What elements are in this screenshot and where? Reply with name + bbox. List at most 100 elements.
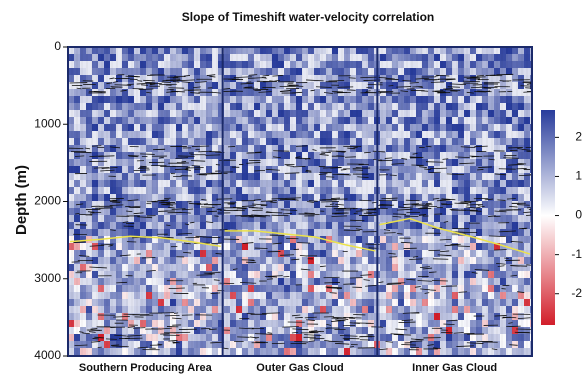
texture-cell xyxy=(488,61,494,68)
texture-cell xyxy=(404,292,410,299)
texture-cell xyxy=(230,215,236,222)
texture-cell xyxy=(386,292,392,299)
reflector xyxy=(335,203,344,206)
reflector xyxy=(253,198,262,201)
texture-cell xyxy=(506,103,512,110)
texture-cell xyxy=(428,75,434,82)
texture-cell xyxy=(170,348,176,355)
texture-cell xyxy=(302,341,308,348)
texture-cell xyxy=(158,306,164,313)
texture-cell xyxy=(236,299,242,306)
texture-cell xyxy=(128,320,134,327)
texture-cell xyxy=(338,47,344,54)
texture-cell xyxy=(146,313,152,320)
texture-cell xyxy=(140,271,146,278)
texture-cell xyxy=(224,180,230,187)
reflector xyxy=(470,86,484,89)
texture-cell xyxy=(224,229,230,236)
texture-cell xyxy=(446,208,452,215)
texture-cell xyxy=(260,124,266,131)
texture-cell xyxy=(182,54,188,61)
texture-cell xyxy=(524,138,530,145)
texture-cell xyxy=(194,341,200,348)
texture-cell xyxy=(338,215,344,222)
texture-cell xyxy=(458,341,464,348)
texture-cell xyxy=(158,180,164,187)
texture-cell xyxy=(146,173,152,180)
texture-cell xyxy=(206,348,212,355)
texture-cell xyxy=(368,68,374,75)
texture-cell xyxy=(518,278,524,285)
texture-cell xyxy=(332,138,338,145)
texture-cell xyxy=(320,250,326,257)
reflector xyxy=(255,341,268,343)
texture-cell xyxy=(146,271,152,278)
reflector xyxy=(419,166,427,168)
texture-cell xyxy=(518,54,524,61)
texture-cell xyxy=(344,54,350,61)
reflector xyxy=(127,199,139,202)
texture-cell xyxy=(524,264,530,271)
texture-cell xyxy=(500,250,506,257)
texture-cell xyxy=(338,299,344,306)
texture-cell xyxy=(152,96,158,103)
texture-cell xyxy=(116,243,122,250)
reflector xyxy=(442,158,449,160)
texture-cell xyxy=(350,54,356,61)
texture-cell xyxy=(218,194,224,201)
texture-cell xyxy=(284,152,290,159)
texture-cell xyxy=(86,131,92,138)
texture-cell xyxy=(98,145,104,152)
texture-cell xyxy=(422,54,428,61)
texture-cell xyxy=(362,348,368,355)
texture-cell xyxy=(146,243,152,250)
texture-cell xyxy=(380,292,386,299)
texture-cell xyxy=(80,194,86,201)
texture-cell xyxy=(434,229,440,236)
texture-cell xyxy=(416,187,422,194)
texture-cell xyxy=(254,250,260,257)
texture-cell xyxy=(242,229,248,236)
reflector xyxy=(210,292,221,295)
reflector xyxy=(265,168,280,171)
texture-cell xyxy=(158,250,164,257)
texture-cell xyxy=(74,215,80,222)
texture-cell xyxy=(248,47,254,54)
reflector xyxy=(400,90,409,93)
texture-cell xyxy=(284,278,290,285)
texture-cell xyxy=(422,61,428,68)
texture-cell xyxy=(224,299,230,306)
texture-cell xyxy=(524,208,530,215)
texture-cell xyxy=(116,117,122,124)
texture-cell xyxy=(326,152,332,159)
reflector xyxy=(409,82,419,84)
texture-cell xyxy=(224,194,230,201)
texture-cell xyxy=(248,138,254,145)
texture-cell xyxy=(74,222,80,229)
texture-cell xyxy=(302,278,308,285)
texture-cell xyxy=(320,103,326,110)
texture-cell xyxy=(182,215,188,222)
texture-cell xyxy=(86,271,92,278)
texture-cell xyxy=(110,166,116,173)
texture-cell xyxy=(284,341,290,348)
texture-cell xyxy=(410,117,416,124)
texture-cell xyxy=(272,292,278,299)
texture-cell xyxy=(368,138,374,145)
reflector xyxy=(494,249,507,251)
texture-cell xyxy=(164,82,170,89)
texture-cell xyxy=(164,348,170,355)
texture-cell xyxy=(362,194,368,201)
texture-cell xyxy=(434,110,440,117)
texture-cell xyxy=(236,96,242,103)
texture-cell xyxy=(476,264,482,271)
texture-cell xyxy=(398,271,404,278)
texture-cell xyxy=(392,257,398,264)
texture-cell xyxy=(158,152,164,159)
texture-cell xyxy=(422,278,428,285)
texture-cell xyxy=(482,278,488,285)
texture-cell xyxy=(494,54,500,61)
texture-cell xyxy=(272,75,278,82)
texture-cell xyxy=(356,82,362,89)
texture-cell xyxy=(356,306,362,313)
